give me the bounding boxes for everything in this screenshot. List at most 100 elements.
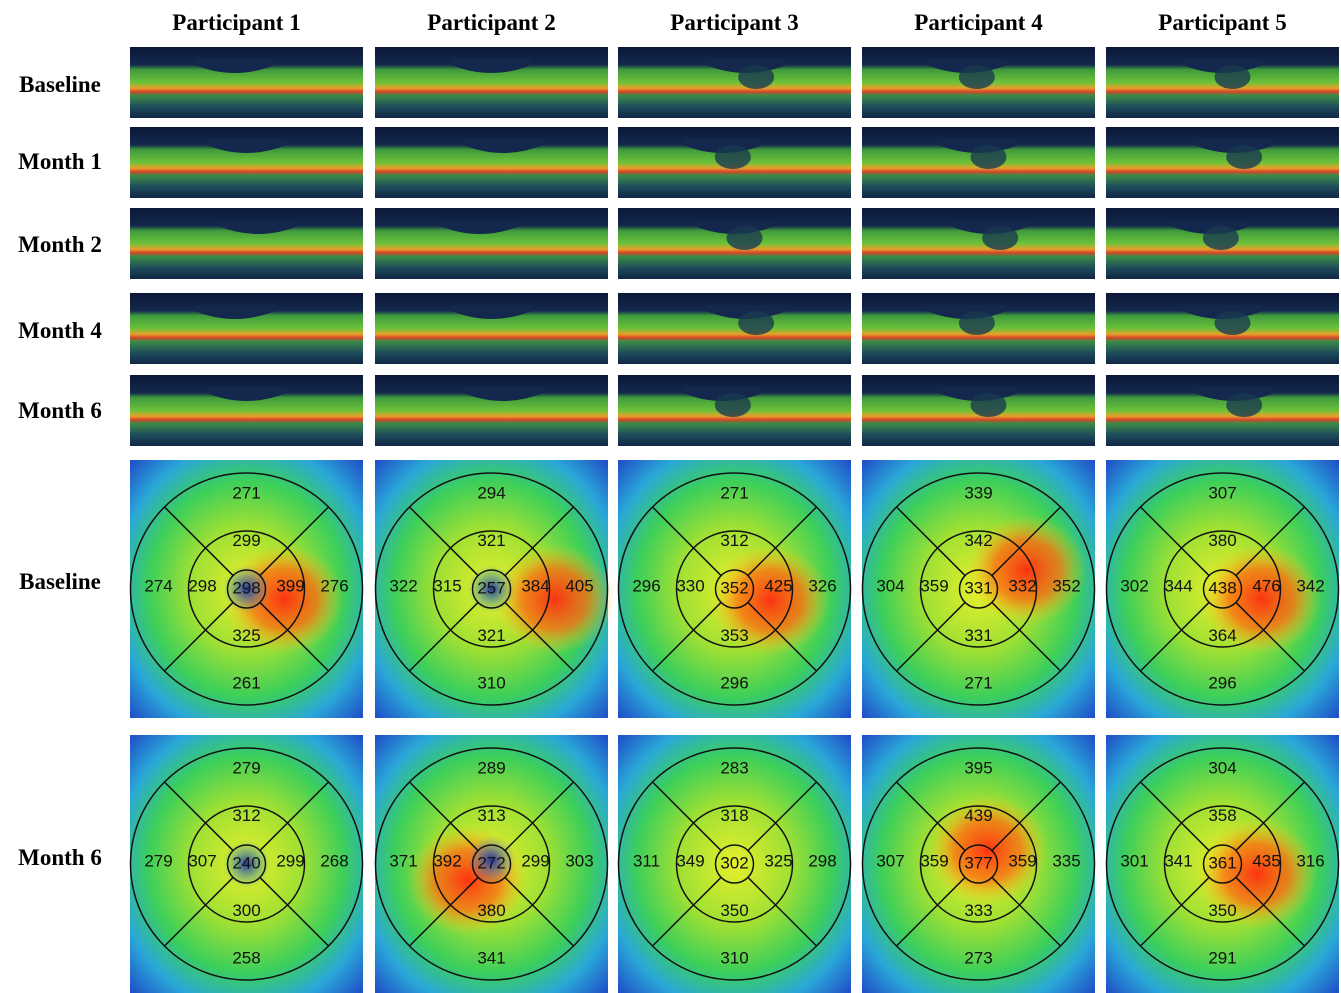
cyst xyxy=(982,226,1018,250)
row-label: Baseline xyxy=(19,569,101,594)
thickness-value: 296 xyxy=(632,576,660,595)
thickness-value: 371 xyxy=(389,851,417,870)
oct-scan xyxy=(618,127,851,198)
thickness-value: 299 xyxy=(232,531,260,550)
oct-background xyxy=(130,47,363,118)
thickness-value: 330 xyxy=(676,576,704,595)
cyst xyxy=(959,65,995,89)
oct-scan xyxy=(375,375,608,446)
cyst xyxy=(715,145,751,169)
oct-scan xyxy=(862,293,1095,364)
cyst xyxy=(1215,311,1251,335)
thickness-value: 311 xyxy=(633,851,660,870)
oct-background xyxy=(130,293,363,364)
thickness-value: 279 xyxy=(232,758,260,777)
thickness-value: 316 xyxy=(1296,851,1324,870)
oct-scan xyxy=(862,127,1095,198)
thickness-value: 405 xyxy=(565,576,593,595)
thickness-value: 307 xyxy=(188,851,216,870)
cyst xyxy=(1215,65,1251,89)
thickness-value: 476 xyxy=(1252,576,1280,595)
thickness-value: 302 xyxy=(1120,576,1148,595)
thickness-value: 377 xyxy=(964,853,992,872)
thickness-value: 303 xyxy=(565,851,593,870)
row-label: Month 2 xyxy=(18,232,102,257)
thickness-value: 438 xyxy=(1208,578,1236,597)
thickness-value: 392 xyxy=(433,851,461,870)
oct-background xyxy=(375,208,608,279)
cyst xyxy=(738,311,774,335)
column-header: Participant 2 xyxy=(427,10,555,35)
oct-scan xyxy=(618,293,851,364)
oct-scan xyxy=(862,375,1095,446)
thickness-value: 299 xyxy=(276,851,304,870)
oct-background xyxy=(862,208,1095,279)
thickness-value: 325 xyxy=(764,851,792,870)
oct-scan xyxy=(1106,127,1339,198)
oct-scan xyxy=(375,127,608,198)
row-label: Month 6 xyxy=(18,398,102,423)
thickness-value: 361 xyxy=(1208,853,1236,872)
oct-background xyxy=(130,375,363,446)
oct-background xyxy=(618,293,851,364)
oct-scan xyxy=(1106,293,1339,364)
column-header: Participant 1 xyxy=(172,10,300,35)
thickness-value: 276 xyxy=(320,576,348,595)
thickness-value: 352 xyxy=(1052,576,1080,595)
cyst xyxy=(971,393,1007,417)
thickness-map: 304358301341361435316350291 xyxy=(1106,735,1339,993)
cyst xyxy=(1226,393,1262,417)
thickness-value: 240 xyxy=(232,853,260,872)
oct-scan xyxy=(618,375,851,446)
thickness-value: 301 xyxy=(1120,851,1148,870)
thickness-value: 342 xyxy=(964,531,992,550)
cyst xyxy=(971,145,1007,169)
thickness-value: 331 xyxy=(964,626,992,645)
thickness-value: 352 xyxy=(720,578,748,597)
thickness-value: 380 xyxy=(477,901,505,920)
thickness-map: 271299274298298399276325261 xyxy=(130,460,363,718)
oct-scan xyxy=(375,208,608,279)
column-header: Participant 3 xyxy=(670,10,798,35)
thickness-value: 298 xyxy=(232,578,260,597)
oct-scan xyxy=(862,208,1095,279)
oct-scan xyxy=(130,47,363,118)
column-header: Participant 4 xyxy=(914,10,1043,35)
row-label: Month 1 xyxy=(18,149,102,174)
thickness-value: 304 xyxy=(1208,758,1236,777)
thickness-value: 353 xyxy=(720,626,748,645)
cyst xyxy=(738,65,774,89)
thickness-value: 399 xyxy=(276,576,304,595)
thickness-value: 312 xyxy=(720,531,748,550)
cyst xyxy=(715,393,751,417)
thickness-value: 326 xyxy=(808,576,836,595)
thickness-value: 291 xyxy=(1208,949,1236,968)
thickness-value: 310 xyxy=(477,674,505,693)
oct-background xyxy=(375,47,608,118)
thickness-value: 318 xyxy=(720,806,748,825)
page: {"column_headers": ["Participant 1", "Pa… xyxy=(0,0,1341,993)
thickness-value: 298 xyxy=(808,851,836,870)
oct-background xyxy=(130,208,363,279)
thickness-value: 258 xyxy=(232,949,260,968)
oct-scan xyxy=(1106,47,1339,118)
thickness-value: 364 xyxy=(1208,626,1236,645)
thickness-value: 296 xyxy=(720,674,748,693)
thickness-value: 268 xyxy=(320,851,348,870)
thickness-value: 298 xyxy=(188,576,216,595)
thickness-value: 380 xyxy=(1208,531,1236,550)
thickness-value: 331 xyxy=(964,578,992,597)
thickness-value: 322 xyxy=(389,576,417,595)
thickness-value: 395 xyxy=(964,758,992,777)
thickness-value: 350 xyxy=(1208,901,1236,920)
oct-scan xyxy=(130,208,363,279)
cyst xyxy=(959,311,995,335)
thickness-value: 344 xyxy=(1164,576,1192,595)
row-label: Month 6 xyxy=(18,845,102,870)
row-label: Month 4 xyxy=(18,318,102,343)
oct-scan xyxy=(618,208,851,279)
thickness-value: 271 xyxy=(720,483,748,502)
thickness-value: 333 xyxy=(964,901,992,920)
